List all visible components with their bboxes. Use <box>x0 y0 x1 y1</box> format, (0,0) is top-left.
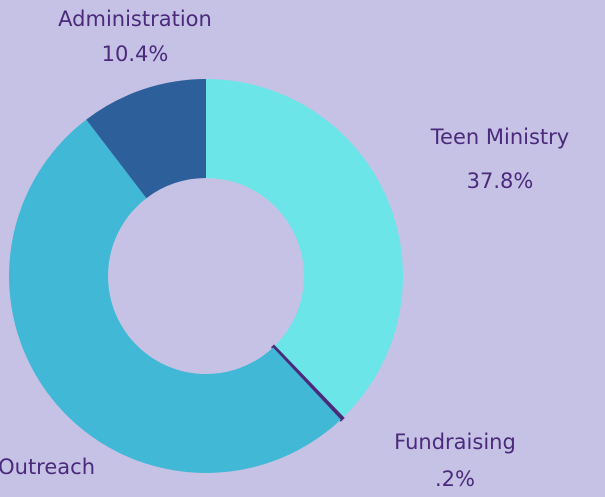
slice-value-label: .2% <box>435 467 475 491</box>
slice-label: Teen Ministry <box>430 125 569 149</box>
donut-slice <box>86 79 206 199</box>
donut-slice <box>270 344 345 422</box>
slice-label: Administration <box>58 7 212 31</box>
donut-slice <box>206 79 403 418</box>
slice-value-label: 37.8% <box>467 169 534 193</box>
donut-slice <box>8 119 341 474</box>
slice-value-label: 10.4% <box>102 42 169 66</box>
slice-label: Outreach <box>0 455 95 479</box>
slice-label: Fundraising <box>394 430 516 454</box>
